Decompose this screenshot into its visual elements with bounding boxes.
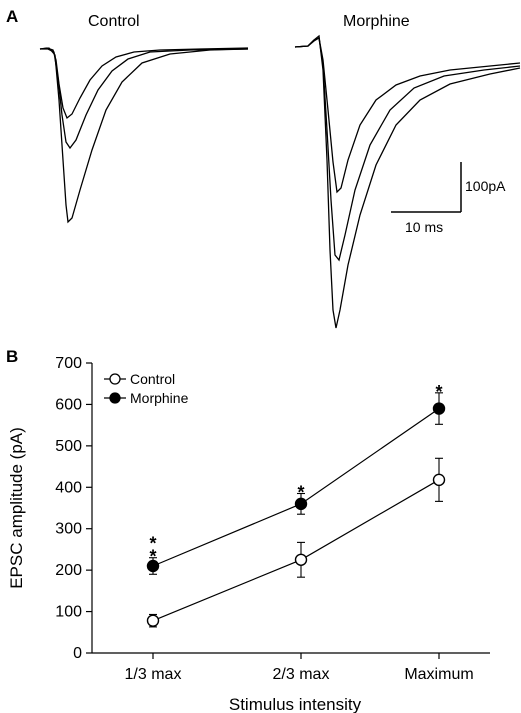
y-tick-label: 600 (55, 396, 82, 413)
series-line (152, 408, 440, 567)
morphine-traces (294, 34, 521, 329)
y-ticks: 0 100 200 300 400 500 600 700 (55, 355, 92, 662)
y-tick-label: 700 (55, 355, 82, 372)
significance-star: * (435, 382, 442, 402)
data-point (432, 402, 446, 415)
x-ticks: 1/3 max 2/3 max Maximum (125, 653, 474, 683)
panel-b-letter: B (6, 347, 18, 366)
x-axis-label: Stimulus intensity (229, 695, 362, 713)
control-trace-medium (40, 48, 249, 150)
data-point (294, 497, 308, 511)
y-tick-label: 500 (55, 438, 82, 455)
control-trace-large (39, 47, 249, 224)
control-traces (39, 47, 249, 224)
x-tick-label: 1/3 max (125, 666, 182, 683)
significance-star: * (149, 534, 156, 554)
y-tick-label: 100 (55, 604, 82, 621)
data-point (146, 614, 160, 627)
series-layer (146, 392, 446, 628)
significance-star: * (149, 547, 156, 567)
y-axis-label: EPSC amplitude (pA) (7, 427, 26, 589)
series-morphine (146, 392, 446, 575)
y-tick-label: 200 (55, 562, 82, 579)
data-point (432, 473, 446, 487)
significance-layer: **** (149, 382, 442, 567)
legend-control-label: Control (130, 371, 175, 387)
data-point (146, 559, 160, 573)
data-point (294, 553, 308, 566)
control-trace-title: Control (88, 13, 140, 30)
panel-a-letter: A (6, 7, 18, 26)
y-tick-label: 300 (55, 521, 82, 538)
legend-control-marker (109, 373, 121, 385)
control-trace-small (39, 47, 249, 120)
y-tick-label: 400 (55, 479, 82, 496)
morphine-trace-title: Morphine (343, 13, 410, 30)
scale-bar (391, 162, 462, 213)
x-tick-label: Maximum (404, 666, 473, 683)
plot-axes (91, 363, 490, 654)
legend: Control Morphine (104, 371, 189, 406)
scale-time-label: 10 ms (405, 219, 443, 235)
morphine-trace-large (294, 34, 521, 329)
x-tick-label: 2/3 max (273, 666, 330, 683)
significance-star: * (297, 483, 304, 503)
legend-morphine-label: Morphine (130, 390, 189, 406)
y-tick-label: 0 (73, 645, 82, 662)
morphine-trace-medium (294, 36, 521, 262)
legend-morphine-marker (109, 392, 121, 404)
series-control (146, 457, 446, 628)
scale-current-label: 100pA (465, 178, 506, 194)
